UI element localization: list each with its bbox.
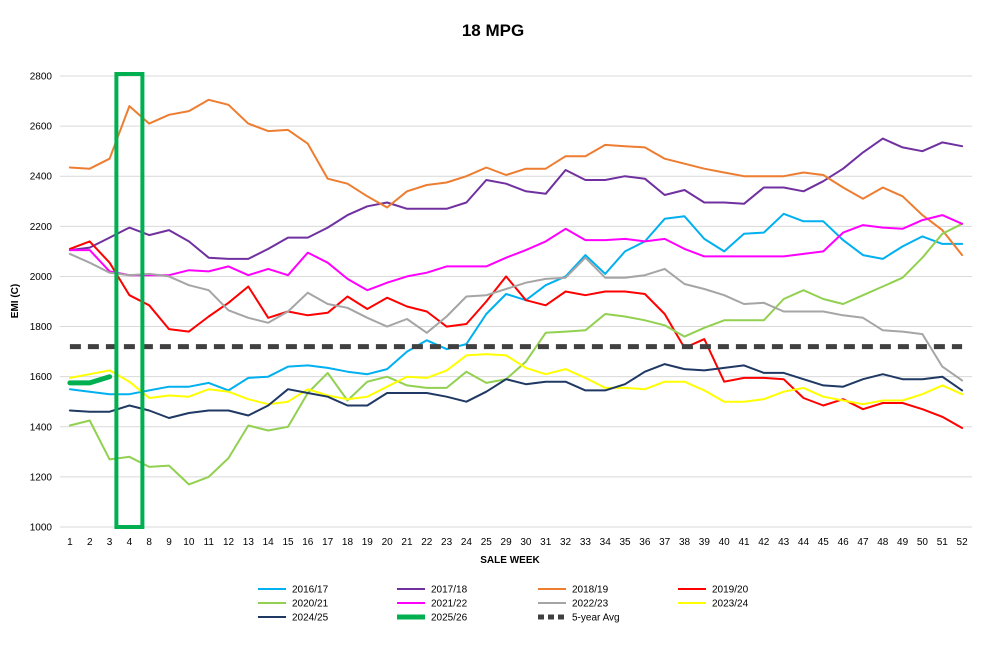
legend-label: 2020/21 [292, 599, 329, 610]
x-tick-label: 50 [917, 537, 929, 548]
x-tick-label: 46 [838, 537, 850, 548]
gridlines [60, 75, 972, 528]
x-tick-label: 49 [897, 537, 909, 548]
legend-label: 2021/22 [431, 599, 468, 610]
series-line [68, 363, 964, 419]
y-tick-label: 1800 [30, 322, 53, 333]
x-tick-label: 44 [798, 537, 810, 548]
legend-label: 2023/24 [712, 599, 749, 610]
x-tick-label: 16 [302, 537, 314, 548]
x-tick-label: 48 [877, 537, 889, 548]
x-tick-label: 9 [166, 537, 172, 548]
series-line [68, 212, 964, 396]
x-tick-label: 1 [67, 537, 73, 548]
x-tick-label: 20 [382, 537, 394, 548]
x-axis-title: SALE WEEK [480, 555, 540, 566]
x-tick-label: 4 [127, 537, 133, 548]
legend-label: 2019/20 [712, 585, 749, 596]
series-line [68, 252, 964, 382]
x-tick-label: 10 [183, 537, 195, 548]
x-tick-label: 39 [699, 537, 711, 548]
x-tick-label: 40 [719, 537, 731, 548]
y-axis-title: EMI (C) [10, 284, 21, 318]
x-tick-label: 36 [639, 537, 651, 548]
x-tick-label: 17 [322, 537, 334, 548]
y-tick-label: 2600 [30, 122, 53, 133]
x-tick-label: 42 [758, 537, 770, 548]
x-tick-label: 23 [441, 537, 453, 548]
y-tick-label: 2200 [30, 222, 53, 233]
x-tick-label: 32 [560, 537, 572, 548]
y-tick-label: 1400 [30, 422, 53, 433]
legend-label: 2024/25 [292, 613, 329, 624]
x-tick-label: 35 [619, 537, 631, 548]
x-tick-label: 34 [600, 537, 612, 548]
series-line [67, 374, 113, 386]
y-tick-label: 1600 [30, 372, 53, 383]
x-tick-label: 38 [679, 537, 691, 548]
x-tick-label: 33 [580, 537, 592, 548]
x-tick-label: 47 [857, 537, 869, 548]
x-tick-label: 31 [540, 537, 552, 548]
x-tick-label: 24 [461, 537, 473, 548]
x-tick-label: 45 [818, 537, 830, 548]
legend-label: 2016/17 [292, 585, 329, 596]
legend-label: 2017/18 [431, 585, 468, 596]
y-tick-label: 1200 [30, 472, 53, 483]
x-tick-label: 21 [401, 537, 413, 548]
y-axis-ticks: 1000 1200 1400 1600 1800 2000 2200 2400 2600 2800 [30, 72, 53, 534]
legend-label: 2025/26 [431, 613, 468, 624]
x-tick-label: 14 [263, 537, 275, 548]
legend-label: 2018/19 [572, 585, 609, 596]
series-line [68, 137, 964, 260]
x-tick-label: 37 [659, 537, 671, 548]
x-tick-label: 52 [957, 537, 969, 548]
highlight-box [114, 72, 145, 529]
x-tick-label: 30 [520, 537, 532, 548]
x-tick-label: 43 [778, 537, 790, 548]
highlight-rect [114, 72, 145, 529]
series-line [68, 222, 964, 486]
series-line [68, 98, 964, 257]
x-tick-label: 29 [501, 537, 513, 548]
x-tick-label: 41 [738, 537, 750, 548]
y-tick-label: 2400 [30, 172, 53, 183]
x-tick-label: 13 [243, 537, 255, 548]
x-tick-label: 22 [421, 537, 433, 548]
x-tick-label: 2 [87, 537, 93, 548]
legend-label: 5-year Avg [572, 613, 620, 624]
x-tick-label: 11 [204, 537, 215, 548]
x-tick-label: 25 [481, 537, 493, 548]
series-line [68, 214, 964, 292]
chart-title: 18 MPG [462, 21, 524, 40]
y-tick-label: 1000 [30, 523, 53, 534]
x-tick-label: 12 [223, 537, 235, 548]
series-lines [67, 98, 964, 486]
x-tick-label: 18 [342, 537, 354, 548]
legend-label: 2022/23 [572, 599, 609, 610]
x-tick-label: 3 [107, 537, 113, 548]
x-tick-label: 19 [362, 537, 374, 548]
y-tick-label: 2000 [30, 272, 53, 283]
x-tick-label: 51 [937, 537, 949, 548]
x-tick-label: 15 [282, 537, 294, 548]
y-tick-label: 2800 [30, 72, 53, 83]
series-line [68, 240, 964, 429]
x-axis-ticks: 1 2 3 4 8 9 10 11 12 13 14 15 16 17 18 19 20 21 22 23 24 25 29… [67, 537, 968, 548]
series-line [68, 353, 964, 406]
legend: 2016/17 2017/18 2018/19 2019/20 2020/21 2021/… [258, 585, 749, 624]
x-tick-label: 8 [146, 537, 152, 548]
